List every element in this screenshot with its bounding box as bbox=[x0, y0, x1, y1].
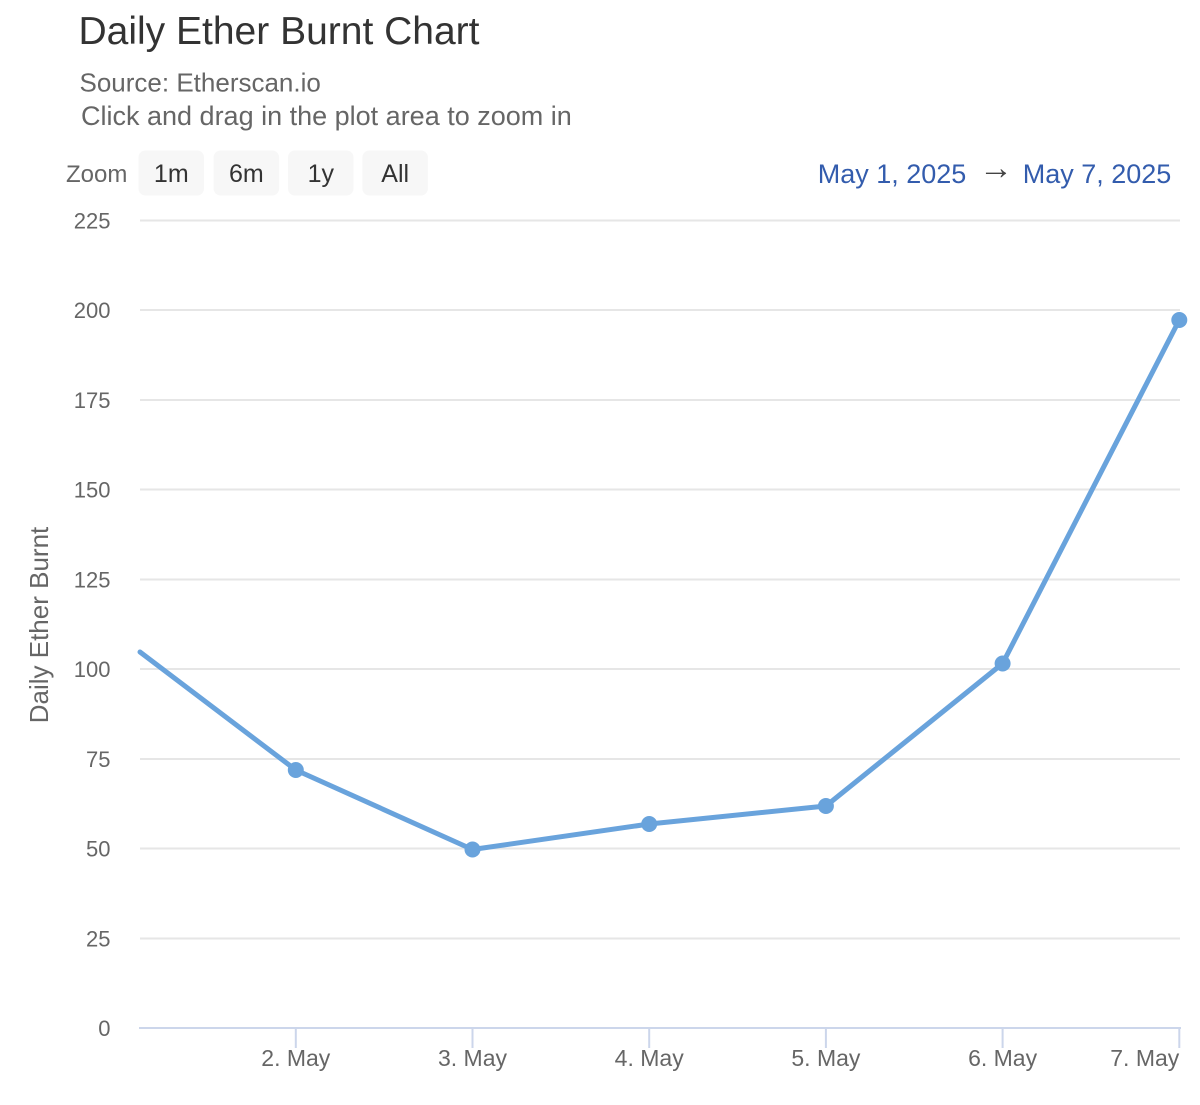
svg-text:1y: 1y bbox=[308, 160, 335, 188]
svg-text:May 7, 2025: May 7, 2025 bbox=[1023, 159, 1172, 189]
svg-text:125: 125 bbox=[74, 568, 111, 593]
svg-text:225: 225 bbox=[74, 209, 111, 234]
svg-text:Click and drag in the plot are: Click and drag in the plot area to zoom … bbox=[81, 101, 572, 131]
svg-text:7. May: 7. May bbox=[1110, 1045, 1180, 1071]
svg-text:3. May: 3. May bbox=[438, 1045, 508, 1071]
svg-text:200: 200 bbox=[74, 298, 111, 323]
svg-text:All: All bbox=[381, 160, 409, 188]
svg-text:→: → bbox=[979, 149, 1013, 187]
svg-text:150: 150 bbox=[74, 478, 111, 503]
svg-text:May 1, 2025: May 1, 2025 bbox=[818, 159, 967, 189]
svg-text:75: 75 bbox=[86, 747, 110, 772]
svg-text:0: 0 bbox=[98, 1016, 110, 1041]
svg-text:Daily Ether Burnt Chart: Daily Ether Burnt Chart bbox=[79, 10, 480, 53]
svg-text:1m: 1m bbox=[154, 160, 189, 188]
svg-text:175: 175 bbox=[74, 388, 111, 413]
svg-text:5. May: 5. May bbox=[791, 1045, 861, 1071]
svg-text:4. May: 4. May bbox=[615, 1045, 685, 1071]
svg-text:Zoom: Zoom bbox=[66, 161, 127, 188]
svg-text:Source: Etherscan.io: Source: Etherscan.io bbox=[80, 68, 321, 98]
svg-text:Daily Ether Burnt: Daily Ether Burnt bbox=[24, 526, 54, 723]
svg-text:50: 50 bbox=[86, 837, 110, 862]
svg-text:6. May: 6. May bbox=[968, 1045, 1038, 1071]
svg-text:6m: 6m bbox=[229, 160, 264, 188]
svg-text:100: 100 bbox=[74, 657, 111, 682]
svg-text:2. May: 2. May bbox=[261, 1045, 331, 1071]
svg-text:25: 25 bbox=[86, 927, 110, 952]
